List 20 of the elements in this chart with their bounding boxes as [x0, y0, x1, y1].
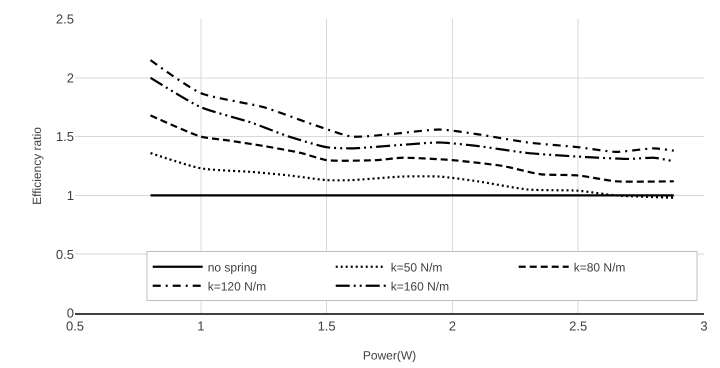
y-tick-label: 2 — [66, 70, 74, 86]
y-axis-title: Efficiency ratio — [30, 126, 44, 205]
y-tick-label: 0.5 — [56, 246, 74, 262]
y-tick-label: 1 — [66, 188, 74, 203]
y-tick-label: 0 — [66, 306, 74, 321]
y-tick-label: 1.5 — [56, 129, 74, 144]
legend-label: k=50 N/m — [390, 260, 442, 274]
x-tick-label: 1 — [197, 318, 204, 334]
y-tick-label: 2.5 — [56, 12, 74, 27]
legend-label: k=120 N/m — [208, 279, 266, 294]
legend-label: no spring — [208, 260, 258, 274]
legend-label: k=160 N/m — [390, 279, 450, 294]
x-tick-label: 3 — [700, 318, 708, 334]
x-tick-label: 2 — [448, 318, 456, 334]
x-tick-label: 2.5 — [569, 318, 588, 334]
line-series — [149, 59, 675, 153]
line-series — [149, 114, 675, 183]
x-tick-label: 1.5 — [318, 318, 336, 334]
x-axis-title: Power(W) — [362, 348, 416, 362]
legend-label: k=80 N/m — [574, 260, 626, 274]
